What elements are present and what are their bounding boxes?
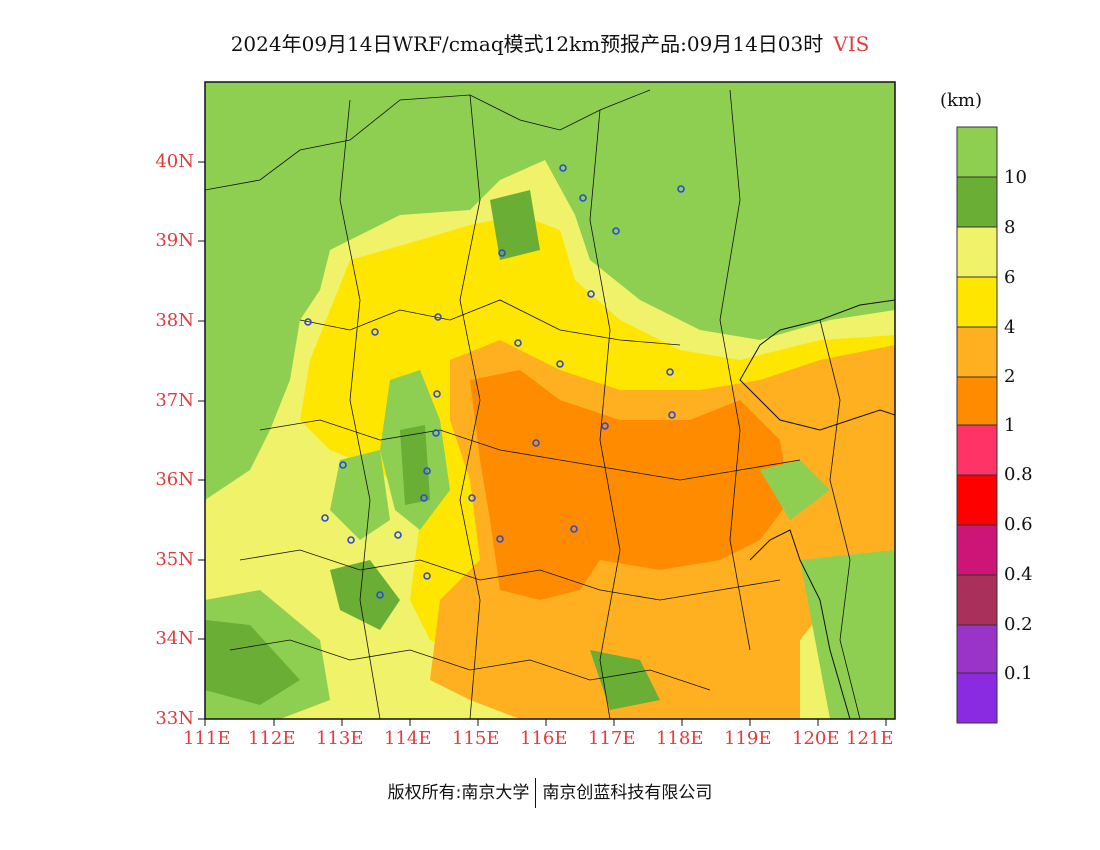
lon-label: 111E — [183, 728, 231, 749]
colorbar-label: 4 — [1004, 317, 1016, 338]
city-marker — [371, 328, 379, 336]
lat-label: 33N — [155, 708, 194, 729]
lon-label: 115E — [452, 728, 500, 749]
city-marker — [612, 227, 620, 235]
lat-label: 37N — [155, 390, 194, 411]
city-marker — [559, 164, 567, 172]
colorbar-unit: (km) — [940, 90, 983, 111]
lat-label: 38N — [155, 310, 194, 331]
footer-right: 南京创蓝科技有限公司 — [542, 783, 713, 803]
lat-label: 36N — [155, 469, 194, 490]
colorbar-label: 8 — [1004, 217, 1016, 238]
colorbar-label: 0.8 — [1004, 464, 1033, 485]
colorbar-label: 1 — [1004, 415, 1016, 436]
lon-label: 118E — [656, 728, 704, 749]
city-marker — [677, 185, 685, 193]
city-marker — [570, 525, 578, 533]
city-marker — [347, 536, 355, 544]
footer-left: 版权所有:南京大学 — [387, 783, 530, 803]
lon-label: 120E — [792, 728, 840, 749]
city-marker — [579, 194, 587, 202]
colorbar-label: 0.4 — [1004, 564, 1033, 585]
city-marker — [668, 411, 676, 419]
city-marker — [496, 535, 504, 543]
lat-label: 34N — [155, 628, 194, 649]
city-marker — [532, 439, 540, 447]
colorbar-label: 10 — [1004, 167, 1027, 188]
colorbar-label: 0.2 — [1004, 614, 1033, 635]
lat-label: 35N — [155, 549, 194, 570]
city-marker — [666, 368, 674, 376]
colorbar-label: 0.1 — [1004, 663, 1033, 684]
lon-label: 121E — [846, 728, 894, 749]
city-marker — [423, 572, 431, 580]
city-marker — [321, 514, 329, 522]
visibility-field — [205, 82, 895, 719]
city-marker — [601, 422, 609, 430]
title-main: 2024年09月14日WRF/cmaq模式12km预报产品:09月14日03时 — [230, 32, 824, 56]
colorbar-label: 6 — [1004, 267, 1016, 288]
colorbar-label: 0.6 — [1004, 514, 1033, 535]
lon-label: 113E — [316, 728, 364, 749]
city-marker — [498, 249, 506, 257]
lon-label: 116E — [520, 728, 568, 749]
lon-label: 112E — [248, 728, 296, 749]
city-marker — [468, 494, 476, 502]
copyright-footer: 版权所有:南京大学 南京创蓝科技有限公司 — [0, 778, 1100, 808]
city-marker — [433, 390, 441, 398]
footer-divider — [535, 778, 537, 808]
lat-label: 40N — [155, 151, 194, 172]
colorbar — [956, 126, 998, 724]
map-title: 2024年09月14日WRF/cmaq模式12km预报产品:09月14日03时 V… — [0, 28, 1100, 57]
lon-label: 119E — [724, 728, 772, 749]
city-marker — [339, 461, 347, 469]
city-marker — [376, 591, 384, 599]
lon-label: 117E — [588, 728, 636, 749]
city-marker — [432, 429, 440, 437]
city-marker — [423, 467, 431, 475]
axis-ticks — [198, 161, 887, 726]
city-marker — [304, 318, 312, 326]
lon-label: 114E — [384, 728, 432, 749]
colorbar-label: 2 — [1004, 366, 1016, 387]
city-marker — [434, 313, 442, 321]
city-marker — [420, 494, 428, 502]
city-marker — [394, 531, 402, 539]
city-marker — [514, 339, 522, 347]
city-markers — [304, 164, 685, 599]
lat-label: 39N — [155, 230, 194, 251]
title-variable: VIS — [833, 32, 870, 56]
city-marker — [587, 290, 595, 298]
city-marker — [556, 360, 564, 368]
